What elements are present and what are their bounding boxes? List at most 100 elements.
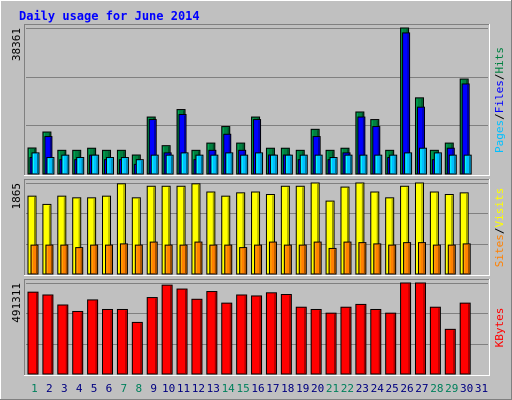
bar-kbytes-day-2	[42, 294, 54, 375]
bar-kbytes-day-1-fill	[27, 291, 39, 375]
bar-sites-day-7	[119, 243, 128, 275]
bar-pages-day-21-fill	[329, 157, 338, 175]
bar-pages-day-30-fill	[463, 154, 472, 175]
day-label-12: 12	[192, 382, 205, 395]
day-label-15: 15	[236, 382, 249, 395]
bar-sites-day-15-fill	[239, 247, 248, 275]
day-label-24: 24	[371, 382, 385, 395]
bar-files-day-26	[402, 32, 411, 175]
bar-kbytes-day-19-fill	[295, 306, 307, 375]
bar-kbytes-day-20	[310, 308, 322, 375]
chart-title: Daily usage for June 2014	[19, 9, 200, 23]
bar-sites-day-30-fill	[462, 243, 471, 275]
bar-sites-day-28-fill	[432, 244, 441, 275]
bar-sites-day-11	[179, 244, 188, 275]
bar-sites-day-1	[30, 244, 39, 275]
bar-kbytes-day-12-fill	[191, 298, 203, 375]
bar-sites-day-23-fill	[358, 242, 367, 275]
bar-pages-day-5-fill	[91, 154, 100, 175]
bar-kbytes-day-5	[87, 299, 99, 375]
day-label-3: 3	[61, 382, 68, 395]
chart-panel-2: 491311 KBytes	[10, 279, 506, 376]
day-label-6: 6	[106, 382, 113, 395]
bar-pages-day-2-fill	[46, 157, 55, 175]
bar-sites-day-8-fill	[134, 244, 143, 275]
bar-pages-day-11	[180, 152, 189, 175]
bar-kbytes-day-10-fill	[161, 284, 173, 375]
bar-pages-day-26-fill	[404, 152, 413, 175]
bar-kbytes-day-18-fill	[280, 294, 292, 375]
bar-pages-day-13-fill	[210, 154, 219, 175]
bar-sites-day-6	[105, 244, 114, 275]
bar-sites-day-24-fill	[373, 243, 382, 275]
bar-sites-day-5	[90, 244, 99, 275]
bar-kbytes-day-13-fill	[206, 291, 218, 375]
bar-kbytes-day-14	[221, 302, 233, 375]
bar-pages-day-13	[210, 154, 219, 175]
day-label-8: 8	[135, 382, 142, 395]
bar-pages-day-23	[359, 154, 368, 175]
bar-pages-day-3	[61, 154, 70, 175]
bar-sites-day-22-fill	[343, 241, 352, 275]
bar-pages-day-24	[374, 154, 383, 175]
bar-kbytes-day-8	[131, 321, 143, 375]
bar-sites-day-18-fill	[283, 244, 292, 275]
bar-kbytes-day-28-fill	[429, 306, 441, 375]
bar-pages-day-18-fill	[284, 154, 293, 175]
bar-kbytes-day-4-fill	[72, 310, 84, 375]
bar-kbytes-day-30-fill	[459, 302, 471, 375]
bar-kbytes-day-7-fill	[116, 308, 128, 375]
day-label-23: 23	[356, 382, 369, 395]
bar-pages-day-22-fill	[344, 154, 353, 175]
bar-sites-day-3-fill	[60, 244, 69, 275]
bar-sites-day-9	[149, 241, 158, 275]
bar-sites-day-13	[209, 244, 218, 275]
bar-sites-day-4-fill	[75, 247, 84, 275]
bar-pages-day-7-fill	[120, 157, 129, 175]
bar-kbytes-day-9-fill	[146, 297, 158, 375]
bar-pages-day-14	[225, 152, 234, 175]
bar-pages-day-1	[31, 152, 40, 175]
bar-kbytes-day-13	[206, 291, 218, 375]
bar-sites-day-2	[45, 244, 54, 275]
day-label-5: 5	[91, 382, 98, 395]
day-label-2: 2	[46, 382, 53, 395]
bar-kbytes-day-22-fill	[340, 306, 352, 375]
day-label-22: 22	[341, 382, 354, 395]
bar-sites-day-26	[403, 242, 412, 275]
bar-pages-day-29-fill	[448, 154, 457, 175]
bar-kbytes-day-6	[102, 308, 114, 375]
bar-kbytes-day-21-fill	[325, 312, 337, 375]
bar-pages-day-29	[448, 154, 457, 175]
day-label-13: 13	[207, 382, 220, 395]
bar-pages-day-11-fill	[180, 152, 189, 175]
bar-kbytes-day-16-fill	[251, 295, 263, 375]
bar-kbytes-day-17-fill	[265, 292, 277, 375]
bar-sites-day-19-fill	[298, 244, 307, 275]
bar-kbytes-day-29	[444, 328, 456, 375]
bar-pages-day-24-fill	[374, 154, 383, 175]
day-label-7: 7	[121, 382, 128, 395]
bar-sites-day-21-fill	[328, 247, 337, 275]
bar-sites-day-29	[447, 244, 456, 275]
bar-sites-day-11-fill	[179, 244, 188, 275]
legend-separator: /	[493, 228, 506, 235]
bar-pages-day-15	[240, 154, 249, 175]
day-label-28: 28	[430, 382, 443, 395]
legend-label-kbytes: KBytes	[493, 308, 506, 348]
bar-sites-day-30	[462, 243, 471, 275]
bar-pages-day-3-fill	[61, 154, 70, 175]
bar-pages-day-1-fill	[31, 152, 40, 175]
bar-pages-day-14-fill	[225, 152, 234, 175]
bar-kbytes-day-26	[400, 282, 412, 375]
bar-sites-day-4	[75, 247, 84, 275]
day-label-26: 26	[400, 382, 413, 395]
y-max-label: 491311	[10, 283, 23, 323]
bar-pages-day-5	[91, 154, 100, 175]
day-label-29: 29	[445, 382, 458, 395]
day-label-31: 31	[475, 382, 488, 395]
bar-sites-day-8	[134, 244, 143, 275]
bar-pages-day-18	[284, 154, 293, 175]
bar-kbytes-day-14-fill	[221, 302, 233, 375]
bar-sites-day-27	[417, 242, 426, 275]
